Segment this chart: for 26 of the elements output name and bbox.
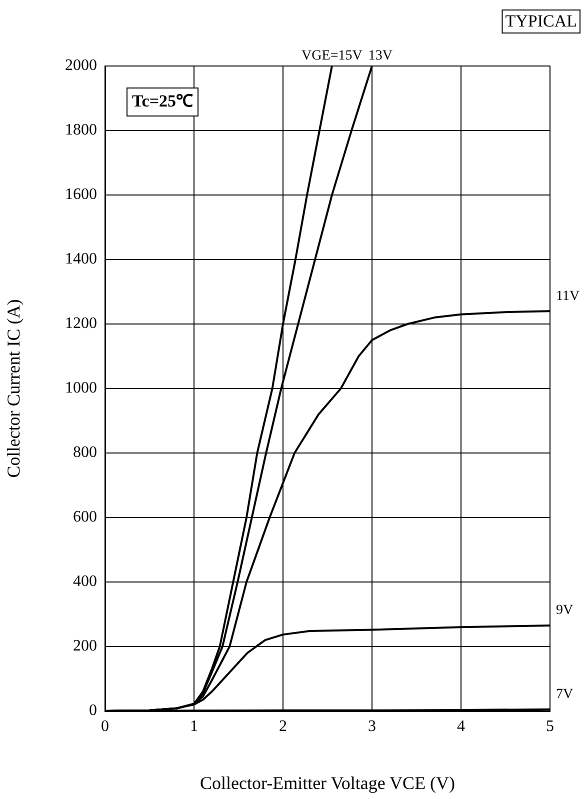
series-label: 13V — [368, 48, 392, 64]
series-label: VGE=15V — [302, 48, 362, 64]
x-tick-label: 1 — [190, 718, 198, 735]
series-label: 11V — [556, 288, 580, 304]
x-tick-label: 4 — [457, 718, 465, 735]
y-tick-label: 2000 — [65, 57, 97, 74]
x-tick-label: 3 — [368, 718, 376, 735]
chart-title: TYPICAL — [505, 11, 577, 30]
y-tick-label: 400 — [73, 573, 97, 590]
y-tick-label: 600 — [73, 508, 97, 526]
series-label: 7V — [556, 687, 574, 702]
y-tick-label: 800 — [73, 444, 97, 462]
y-tick-label: 1800 — [65, 122, 97, 139]
x-tick-label: 0 — [101, 718, 109, 735]
y-tick-label: 1600 — [65, 186, 97, 204]
x-tick-label: 5 — [546, 718, 554, 735]
y-tick-label: 1000 — [65, 380, 97, 397]
series-label: 9V — [556, 603, 574, 618]
y-tick-label: 1400 — [65, 250, 97, 268]
y-axis-title: Collector Current IC (A) — [4, 299, 24, 478]
y-tick-label: 200 — [73, 638, 97, 655]
annotation: Tc=25℃ — [132, 91, 194, 110]
y-tick-label: 0 — [89, 702, 97, 720]
x-tick-label: 2 — [279, 718, 287, 735]
y-tick-label: 1200 — [65, 315, 97, 332]
x-axis-title: Collector-Emitter Voltage VCE (V) — [200, 772, 456, 793]
